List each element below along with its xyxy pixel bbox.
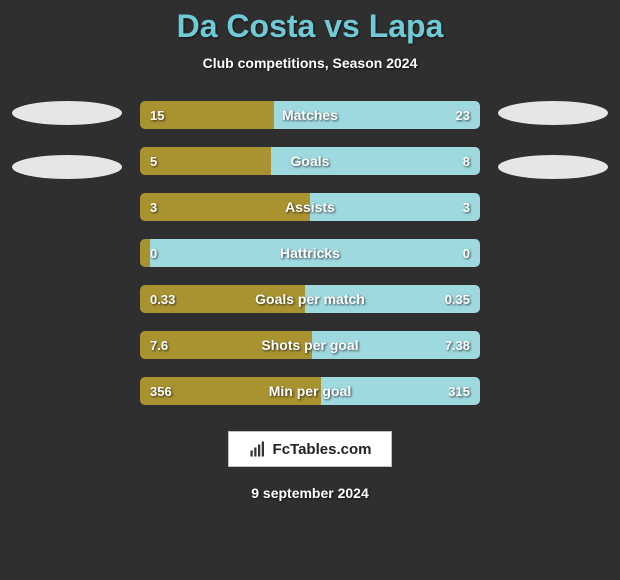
page-title: Da Costa vs Lapa bbox=[177, 8, 444, 45]
right-player-badges bbox=[498, 101, 608, 179]
left-player-badges bbox=[12, 101, 122, 179]
stat-bar-left-fill bbox=[140, 331, 312, 359]
stat-bar-right-fill bbox=[274, 101, 480, 129]
stat-bar-left-fill bbox=[140, 239, 150, 267]
player-badge-placeholder bbox=[498, 155, 608, 179]
player-badge-placeholder bbox=[12, 155, 122, 179]
stat-bar: Assists33 bbox=[140, 193, 480, 221]
subtitle: Club competitions, Season 2024 bbox=[203, 55, 418, 71]
stat-bar: Matches1523 bbox=[140, 101, 480, 129]
stat-bar-left-fill bbox=[140, 101, 274, 129]
stat-bars: Matches1523 Goals58 Assists33 Hattricks00 Go… bbox=[140, 101, 480, 405]
stat-bar-left-fill bbox=[140, 285, 305, 313]
stat-bar-right-fill bbox=[271, 147, 480, 175]
comparison-infographic: Da Costa vs Lapa Club competitions, Seas… bbox=[0, 0, 620, 580]
stat-bar-right-fill bbox=[305, 285, 480, 313]
stat-bar-left-fill bbox=[140, 377, 321, 405]
stat-bar-right-fill bbox=[310, 193, 480, 221]
date-label: 9 september 2024 bbox=[251, 485, 369, 501]
stat-bar: Min per goal356315 bbox=[140, 377, 480, 405]
source-badge[interactable]: FcTables.com bbox=[228, 431, 393, 467]
stat-bar: Hattricks00 bbox=[140, 239, 480, 267]
stat-bar-right-fill bbox=[150, 239, 480, 267]
stat-bar: Goals per match0.330.35 bbox=[140, 285, 480, 313]
stat-bar: Shots per goal7.67.38 bbox=[140, 331, 480, 359]
brand-name: FcTables.com bbox=[273, 441, 372, 458]
player-badge-placeholder bbox=[498, 101, 608, 125]
stat-bar-left-fill bbox=[140, 147, 271, 175]
stats-area: Matches1523 Goals58 Assists33 Hattricks00 Go… bbox=[0, 101, 620, 405]
player-badge-placeholder bbox=[12, 101, 122, 125]
stat-bar-right-fill bbox=[312, 331, 480, 359]
chart-bars-icon bbox=[249, 440, 267, 458]
stat-bar-left-fill bbox=[140, 193, 310, 221]
stat-bar: Goals58 bbox=[140, 147, 480, 175]
stat-bar-right-fill bbox=[321, 377, 480, 405]
